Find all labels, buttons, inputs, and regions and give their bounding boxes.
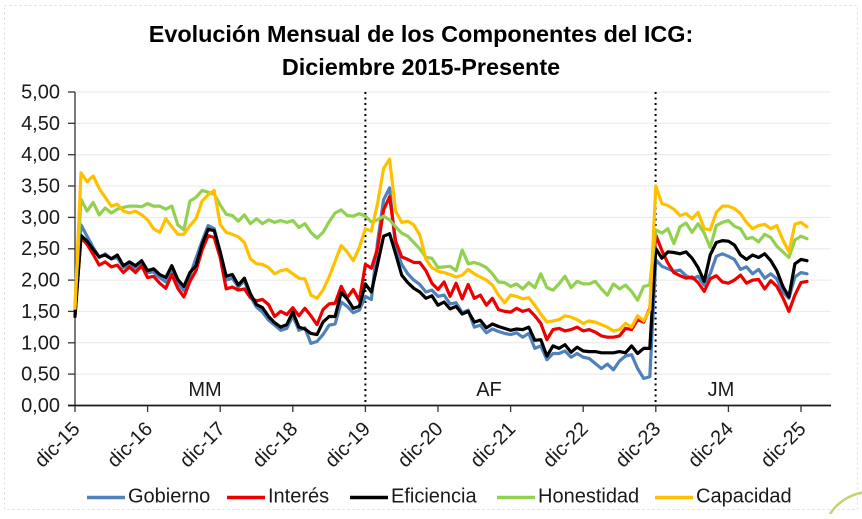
svg-text:Interés: Interés — [268, 486, 329, 508]
svg-text:1,00: 1,00 — [21, 332, 60, 354]
svg-text:AF: AF — [476, 379, 502, 401]
svg-text:3,00: 3,00 — [21, 207, 60, 229]
svg-text:3,50: 3,50 — [21, 176, 60, 198]
svg-text:1,50: 1,50 — [21, 301, 60, 323]
svg-text:4,00: 4,00 — [21, 144, 60, 166]
svg-text:JM: JM — [708, 379, 735, 401]
svg-text:Gobierno: Gobierno — [128, 486, 210, 508]
svg-text:0,00: 0,00 — [21, 395, 60, 417]
svg-text:5,00: 5,00 — [21, 82, 60, 104]
svg-text:4,50: 4,50 — [21, 113, 60, 135]
svg-text:Honestidad: Honestidad — [538, 486, 639, 508]
svg-text:Evolución Mensual de los Compo: Evolución Mensual de los Componentes del… — [149, 21, 694, 47]
svg-text:2,50: 2,50 — [21, 238, 60, 260]
svg-text:Diciembre 2015-Presente: Diciembre 2015-Presente — [282, 54, 560, 80]
svg-text:MM: MM — [188, 379, 221, 401]
svg-text:0,50: 0,50 — [21, 364, 60, 386]
svg-text:Capacidad: Capacidad — [696, 486, 792, 508]
svg-text:2,00: 2,00 — [21, 270, 60, 292]
svg-text:Eficiencia: Eficiencia — [391, 486, 477, 508]
